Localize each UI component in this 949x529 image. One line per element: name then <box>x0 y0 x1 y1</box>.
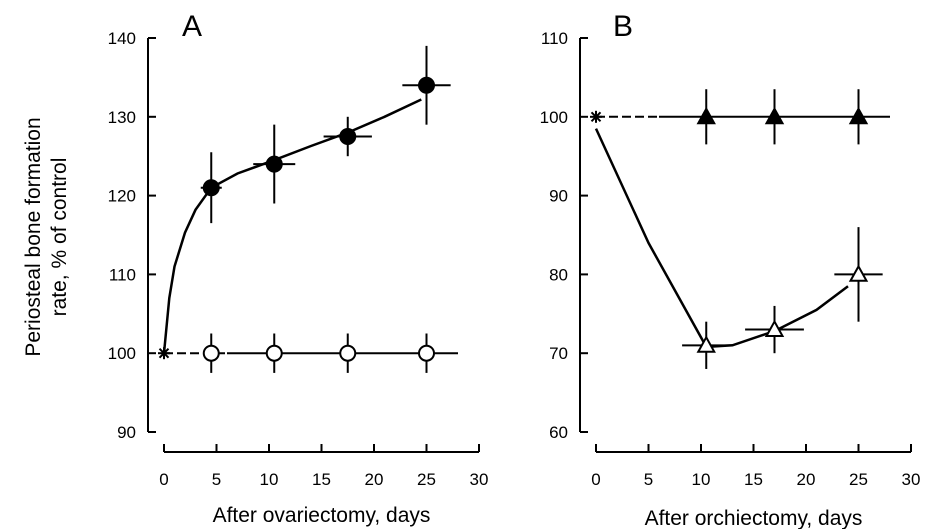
x-tick-label: 15 <box>312 470 331 489</box>
baseline-star <box>158 347 170 359</box>
x-tick-label: 20 <box>365 470 384 489</box>
y-tick-label: 100 <box>540 108 568 127</box>
x-tick-label: 10 <box>692 470 711 489</box>
x-tick-label: 5 <box>644 470 653 489</box>
panel-a-chart: A 90 100 110 120 130 140 0 5 10 15 20 25 30 After ovar… <box>108 10 489 527</box>
data-point <box>265 344 283 362</box>
data-point <box>696 106 716 125</box>
y-tick-label: 130 <box>108 108 136 127</box>
x-axis-label: After ovariectomy, days <box>213 504 431 527</box>
x-tick-label: 15 <box>744 470 763 489</box>
x-tick-label: 30 <box>902 470 921 489</box>
panel-b-chart: B 60 70 80 90 100 110 0 5 10 15 20 25 30 After orchiec… <box>540 10 921 529</box>
fit-curve <box>594 128 849 349</box>
x-tick-label: 5 <box>212 470 221 489</box>
panel-letter: A <box>182 10 202 43</box>
data-point <box>696 335 716 353</box>
data-point <box>339 344 357 362</box>
data-point <box>418 344 435 362</box>
x-tick-label: 25 <box>417 470 436 489</box>
y-tick-label: 140 <box>108 29 136 48</box>
data-point <box>202 179 220 197</box>
y-axis-label-line1: Periosteal bone formation <box>22 117 45 356</box>
data-point <box>339 128 357 145</box>
y-tick-label: 60 <box>549 423 568 442</box>
y-tick-label: 90 <box>549 187 568 206</box>
x-tick-label: 0 <box>159 470 168 489</box>
x-tick-label: 30 <box>470 470 489 489</box>
data-point <box>418 76 435 94</box>
y-tick-label: 110 <box>109 265 136 284</box>
x-tick-label: 0 <box>591 470 600 489</box>
x-tick-label: 10 <box>260 470 279 489</box>
y-tick-label: 80 <box>549 265 568 284</box>
data-point <box>764 106 785 125</box>
data-point <box>265 155 283 173</box>
data-point <box>848 106 869 125</box>
data-point <box>848 264 869 282</box>
y-tick-label: 90 <box>117 423 136 442</box>
y-tick-label: 120 <box>108 187 136 206</box>
y-tick-label: 110 <box>541 29 568 48</box>
data-point <box>764 319 785 337</box>
fit-curve <box>162 98 422 354</box>
x-tick-label: 25 <box>849 470 868 489</box>
x-axis-label: After orchiectomy, days <box>645 507 863 529</box>
x-tick-label: 20 <box>797 470 816 489</box>
y-axis-label-line2: rate, % of control <box>48 158 71 317</box>
y-tick-label: 100 <box>108 344 136 363</box>
data-point <box>202 344 220 362</box>
y-tick-label: 70 <box>549 344 568 363</box>
baseline-star <box>590 111 602 123</box>
panel-letter: B <box>613 10 633 43</box>
